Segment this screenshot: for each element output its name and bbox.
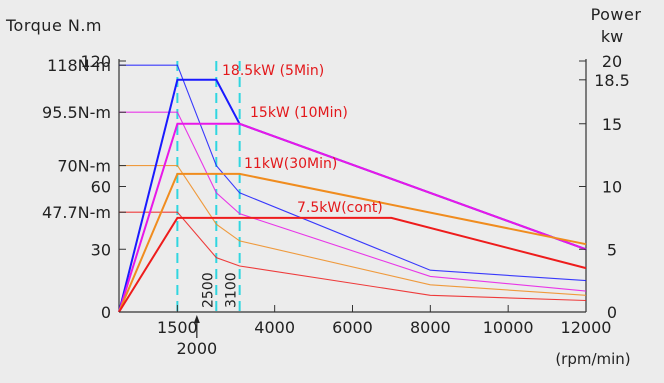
left-tick-label: 30 <box>91 240 111 259</box>
right-tick-label: 18.5 <box>594 71 630 90</box>
power-series-label: 11kW(30Min) <box>244 156 337 172</box>
left-tick-label: 118N-m <box>47 56 111 75</box>
x-unit-label: (rpm/min) <box>555 350 630 368</box>
right-axis-unit: kw <box>601 27 623 46</box>
power-series-label: 7.5kW(cont) <box>297 200 383 216</box>
x-tick-label: 12000 <box>561 318 612 337</box>
right-tick-label: 5 <box>607 240 617 259</box>
power-curve-line <box>118 216 587 313</box>
right-tick-label: 10 <box>602 178 622 197</box>
x-marker-arrow-head <box>193 315 200 323</box>
x-tick-label: 1500 <box>157 318 198 337</box>
right-axis-title: Power <box>591 5 642 24</box>
x-tick-label: 10000 <box>483 318 534 337</box>
power-series-label: 15kW (10Min) <box>250 105 348 121</box>
left-tick-label: 95.5N-m <box>42 103 111 122</box>
torque-curve-line <box>119 111 587 292</box>
left-tick-label: 70N-m <box>57 157 111 176</box>
x-marker-label: 3100 <box>224 272 240 308</box>
x-tick-label: 4000 <box>254 318 295 337</box>
x-tick-label: 8000 <box>410 318 451 337</box>
left-tick-label: 60 <box>91 178 111 197</box>
x-marker-label: 2000 <box>176 339 217 358</box>
left-tick-label: 120 <box>80 52 111 71</box>
torque-curve-line <box>119 211 587 302</box>
torque-curve-line <box>119 64 587 282</box>
left-tick-label: 0 <box>101 303 111 322</box>
left-tick-label: 47.7N-m <box>42 203 111 222</box>
power-series-label: 18.5kW (5Min) <box>222 63 324 79</box>
power-curve-line <box>118 122 587 313</box>
power-curve-line <box>118 172 587 313</box>
x-marker-label: 2500 <box>200 272 216 308</box>
right-tick-label: 15 <box>602 115 622 134</box>
right-tick-label: 20 <box>602 52 622 71</box>
left-axis-title: Torque N.m <box>5 16 102 35</box>
x-tick-label: 6000 <box>332 318 373 337</box>
torque-curve-line <box>119 165 587 296</box>
right-tick-label: 0 <box>607 303 617 322</box>
